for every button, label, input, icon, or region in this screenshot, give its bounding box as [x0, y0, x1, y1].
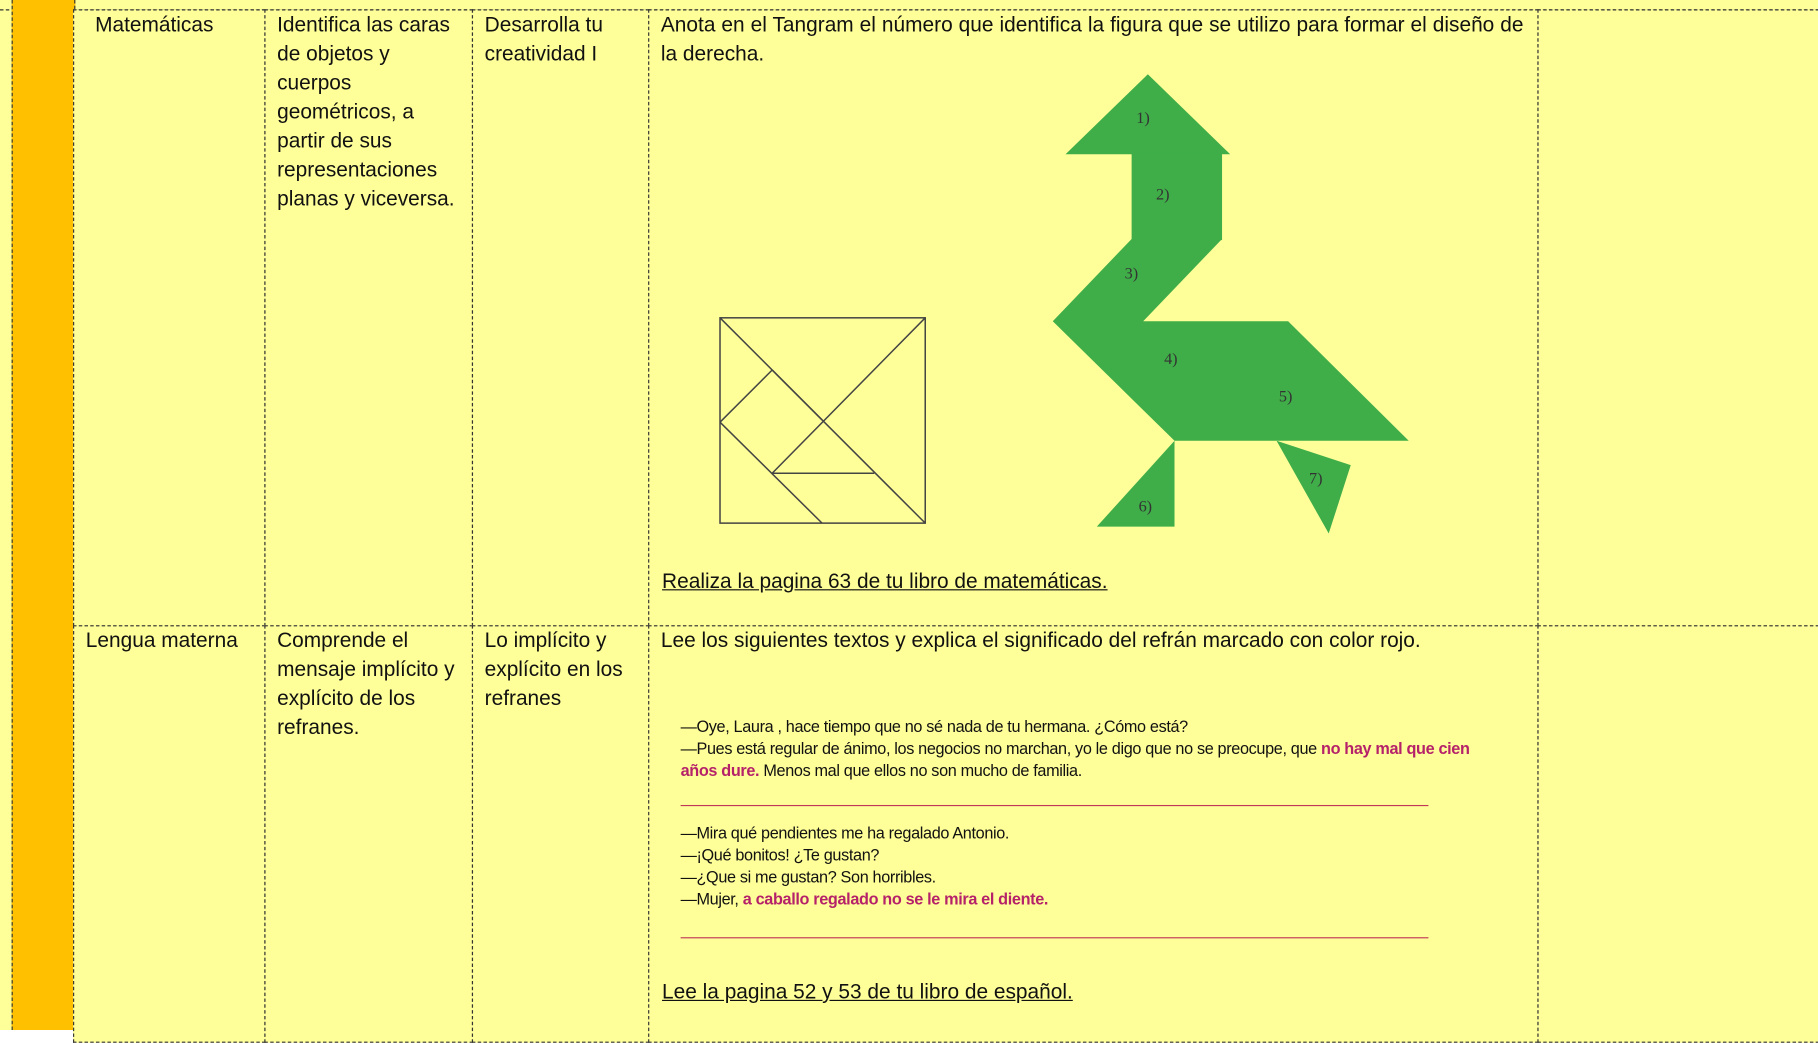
answer-line: [680, 804, 1429, 807]
instruction: Anota en el Tangram el número que identi…: [660, 12, 1524, 65]
activity-cell: Lee los siguientes textos y explica el s…: [648, 625, 1539, 1043]
subject: Matemáticas: [95, 12, 214, 36]
dialogue-line: —¿Que si me gustan? Son horribles.: [681, 866, 1493, 888]
figure-label: 1): [1136, 109, 1150, 127]
empty-cell: [1537, 9, 1818, 627]
tangram-figures: 1) 2) 3) 4) 5) 6) 7): [719, 74, 1409, 534]
topic-cell: Desarrolla tu creatividad I: [471, 9, 650, 627]
figure-label: 7): [1309, 470, 1323, 488]
proverb: a caballo regalado no se le mira el dien…: [742, 889, 1049, 909]
line-text: —Mujer,: [680, 889, 743, 909]
subject-cell: Matemáticas: [73, 9, 266, 627]
dialogue: —Oye, Laura , hace tiempo que no sé nada…: [681, 716, 1493, 782]
activity-cell: Anota en el Tangram el número que identi…: [648, 9, 1539, 627]
task: Lee la pagina 52 y 53 de tu libro de esp…: [662, 980, 1073, 1004]
subject-cell: Lengua materna: [73, 625, 266, 1043]
dialogue-line: —Mujer, a caballo regalado no se le mira…: [681, 888, 1493, 910]
dialogue-line: —Mira qué pendientes me ha regalado Anto…: [681, 822, 1493, 844]
figure-label: 3): [1125, 264, 1139, 282]
objective: Comprende el mensaje implícito y explíci…: [277, 628, 455, 739]
instruction: Lee los siguientes textos y explica el s…: [660, 628, 1421, 652]
line-text: —Pues está regular de ánimo, los negocio…: [680, 738, 1322, 758]
task: Realiza la pagina 63 de tu libro de mate…: [662, 569, 1108, 593]
dialogue-line: —Pues está regular de ánimo, los negocio…: [681, 738, 1493, 782]
side-stripe: [11, 0, 76, 1030]
line-text: —Oye, Laura , hace tiempo que no sé nada…: [680, 716, 1189, 736]
dialogue: —Mira qué pendientes me ha regalado Anto…: [681, 822, 1493, 910]
answer-line: [680, 937, 1429, 939]
topic: Lo implícito y explícito en los refranes: [484, 628, 623, 710]
topic: Desarrolla tu creatividad I: [484, 12, 603, 65]
line-text: —¡Qué bonitos! ¿Te gustan?: [680, 845, 880, 865]
dialogue-line: —¡Qué bonitos! ¿Te gustan?: [681, 844, 1493, 866]
tangram-bird: [1052, 74, 1409, 534]
empty-cell: [1537, 625, 1818, 1043]
figure-label: 6): [1139, 498, 1153, 516]
figure-label: 5): [1279, 387, 1293, 405]
subject: Lengua materna: [85, 628, 238, 652]
tangram-square: [719, 317, 926, 524]
line-text: —¿Que si me gustan? Son horribles.: [680, 867, 937, 887]
objective-cell: Comprende el mensaje implícito y explíci…: [264, 625, 474, 1043]
figure-label: 2): [1156, 186, 1170, 204]
figure-label: 4): [1164, 350, 1178, 368]
line-text: —Mira qué pendientes me ha regalado Anto…: [680, 823, 1010, 843]
proverb: no hay mal que cien años dure.: [680, 738, 1470, 780]
line-text: Menos mal que ellos no son mucho de fami…: [759, 760, 1082, 780]
dialogue-line: —Oye, Laura , hace tiempo que no sé nada…: [681, 716, 1493, 738]
topic-cell: Lo implícito y explícito en los refranes: [471, 625, 650, 1043]
objective: Identifica las caras de objetos y cuerpo…: [277, 12, 455, 210]
